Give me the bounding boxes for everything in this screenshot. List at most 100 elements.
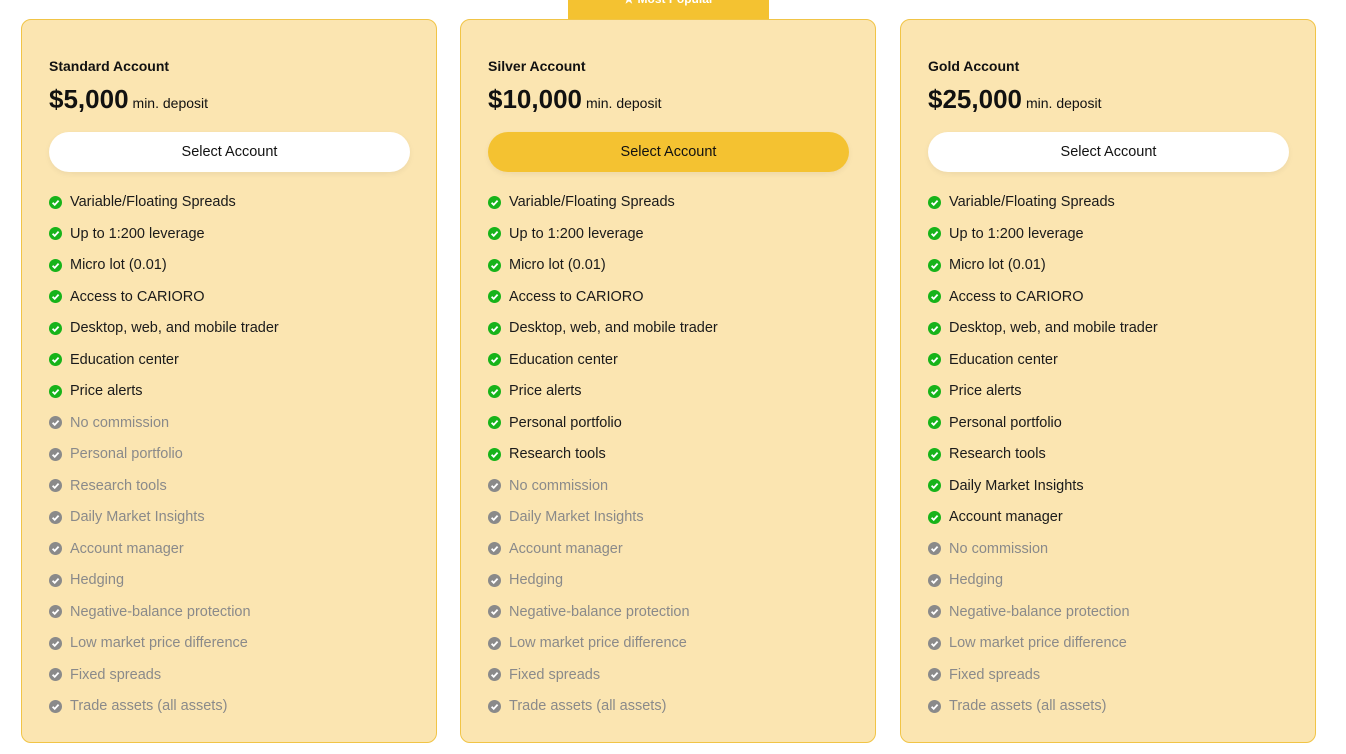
price-row: $5,000 min. deposit <box>49 84 208 115</box>
check-icon <box>49 636 62 650</box>
feature-text: Negative-balance protection <box>509 603 690 620</box>
check-icon <box>928 636 941 650</box>
feature-text: Fixed spreads <box>70 666 162 683</box>
check-icon <box>488 636 501 650</box>
feature-text: Daily Market Insights <box>70 509 205 525</box>
feature-item: Hedging <box>488 570 563 590</box>
feature-text: Micro lot (0.01) <box>949 257 1046 273</box>
check-icon <box>928 321 941 335</box>
feature-text: Hedging <box>70 572 125 588</box>
feature-text: Research tools <box>949 446 1046 462</box>
feature-item: Variable/Floating Spreads <box>49 192 236 212</box>
feature-item: Low market price difference <box>49 633 248 653</box>
select-button[interactable]: Select Account <box>928 132 1289 172</box>
check-icon <box>49 573 62 587</box>
feature-item: Personal portfolio <box>488 413 622 433</box>
check-icon <box>488 699 501 713</box>
feature-item: Fixed spreads <box>928 665 1040 685</box>
feature-item: Desktop, web, and mobile trader <box>488 318 718 338</box>
feature-item: Research tools <box>488 444 606 464</box>
feature-item: Account manager <box>488 539 623 559</box>
feature-item: Desktop, web, and mobile trader <box>49 318 279 338</box>
feature-item: No commission <box>488 476 608 496</box>
feature-text: Access to CARIORO <box>70 288 205 305</box>
feature-text: Trade assets (all assets) <box>949 698 1107 714</box>
feature-text: Variable/Floating Spreads <box>509 194 675 210</box>
feature-text: Desktop, web, and mobile trader <box>70 320 279 336</box>
feature-text: Low market price difference <box>949 635 1127 651</box>
check-icon <box>488 479 501 492</box>
feature-text: Up to 1:200 leverage <box>70 225 205 242</box>
check-icon <box>49 479 62 492</box>
check-icon <box>928 195 941 209</box>
feature-text: Hedging <box>509 572 564 588</box>
feature-item: Negative-balance protection <box>928 602 1130 622</box>
feature-text: Fixed spreads <box>509 666 601 683</box>
feature-item: Micro lot (0.01) <box>928 255 1046 275</box>
feature-text: No commission <box>949 540 1049 557</box>
feature-item: Daily Market Insights <box>49 507 205 527</box>
price: $10,000 <box>488 84 582 114</box>
check-icon <box>49 195 62 209</box>
plan-name: Silver Account <box>488 58 586 74</box>
feature-text: Personal portfolio <box>70 446 183 462</box>
popular-badge: ★ Most Popular <box>568 0 769 19</box>
check-icon <box>49 258 62 272</box>
select-button[interactable]: Select Account <box>488 132 849 172</box>
check-icon <box>49 290 62 303</box>
feature-item: Fixed spreads <box>488 665 600 685</box>
check-icon <box>49 542 62 555</box>
check-icon <box>928 227 941 240</box>
feature-item: Variable/Floating Spreads <box>488 192 675 212</box>
feature-text: Education center <box>509 351 618 368</box>
feature-text: Fixed spreads <box>949 666 1041 683</box>
feature-text: Desktop, web, and mobile trader <box>509 320 718 336</box>
feature-item: Hedging <box>49 570 124 590</box>
feature-text: Price alerts <box>70 383 143 399</box>
feature-item: Account manager <box>49 539 184 559</box>
feature-text: Education center <box>949 351 1058 368</box>
feature-item: No commission <box>928 539 1048 559</box>
check-icon <box>49 384 62 398</box>
feature-item: Low market price difference <box>488 633 687 653</box>
feature-item: Up to 1:200 leverage <box>928 224 1084 244</box>
check-icon <box>928 542 941 555</box>
plan-card: Gold Account $25,000 min. deposit Select Ac… <box>900 19 1316 743</box>
check-icon <box>928 479 941 492</box>
feature-text: Education center <box>70 351 179 368</box>
feature-item: Access to CARIORO <box>928 287 1084 307</box>
feature-text: Personal portfolio <box>509 414 622 431</box>
plan-card: Standard Account $5,000 min. deposit Select… <box>21 19 437 743</box>
feature-text: Low market price difference <box>509 635 687 651</box>
check-icon <box>928 258 941 272</box>
feature-text: Daily Market Insights <box>509 509 644 525</box>
feature-item: Personal portfolio <box>49 444 183 464</box>
check-icon <box>488 258 501 272</box>
price-row: $25,000 min. deposit <box>928 84 1101 115</box>
feature-text: Account manager <box>949 509 1063 525</box>
feature-text: Daily Market Insights <box>949 477 1084 494</box>
feature-text: Up to 1:200 leverage <box>509 225 644 242</box>
plan-name: Standard Account <box>49 58 170 74</box>
feature-text: Research tools <box>509 446 606 462</box>
feature-text: Micro lot (0.01) <box>70 257 167 273</box>
select-button[interactable]: Select Account <box>49 132 410 172</box>
deposit-label: min. deposit <box>585 95 662 111</box>
feature-text: Micro lot (0.01) <box>509 257 606 273</box>
feature-text: Desktop, web, and mobile trader <box>949 320 1158 336</box>
feature-item: Low market price difference <box>928 633 1127 653</box>
feature-item: Variable/Floating Spreads <box>928 192 1115 212</box>
feature-item: Personal portfolio <box>928 413 1062 433</box>
feature-item: Education center <box>49 350 179 370</box>
check-icon <box>928 510 941 524</box>
feature-item: Trade assets (all assets) <box>49 696 227 716</box>
feature-text: Variable/Floating Spreads <box>70 194 236 210</box>
feature-text: Access to CARIORO <box>949 288 1084 305</box>
feature-item: Micro lot (0.01) <box>488 255 606 275</box>
check-icon <box>928 668 941 681</box>
check-icon <box>488 384 501 398</box>
feature-text: Access to CARIORO <box>509 288 644 305</box>
feature-text: Negative-balance protection <box>949 603 1130 620</box>
feature-text: Personal portfolio <box>949 414 1062 431</box>
